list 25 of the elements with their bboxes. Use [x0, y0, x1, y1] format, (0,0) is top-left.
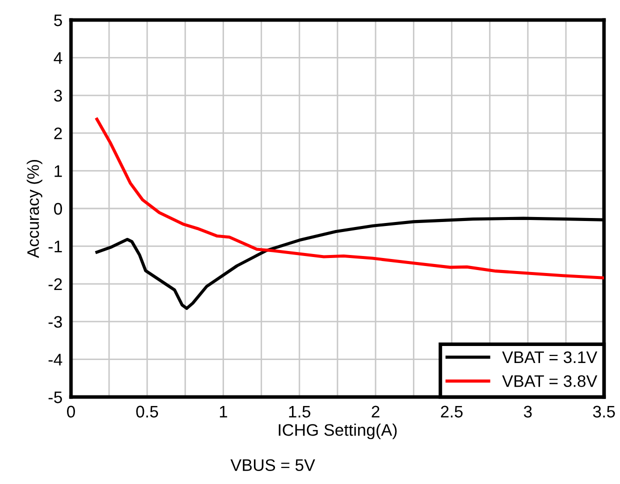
x-tick-label: 3.5 [593, 406, 615, 418]
x-tick-label: 0.5 [136, 406, 158, 418]
y-tick-label: 5 [54, 14, 62, 26]
x-tick-label: 0 [67, 406, 75, 418]
line-series [95, 118, 604, 280]
legend-label: VBAT = 3.8V [502, 375, 598, 388]
y-tick-label: 4 [54, 52, 62, 64]
y-tick-label: -4 [48, 354, 62, 366]
y-axis-title: Accuracy (%) [26, 160, 42, 258]
y-tick-label: -2 [48, 278, 62, 290]
legend-label: VBAT = 3.1V [502, 351, 598, 364]
y-tick-label: 3 [54, 90, 62, 102]
x-tick-label: 1 [220, 406, 228, 418]
y-tick-label: 0 [54, 202, 62, 215]
y-tick-label: -5 [48, 392, 62, 404]
y-tick-label: -3 [48, 316, 62, 328]
text: VBUS = 5V [230, 459, 316, 472]
y-tick-label: -1 [48, 240, 62, 252]
y-tick-label: 1 [54, 165, 62, 177]
y-tick-label: 2 [54, 128, 62, 140]
x-axis-title: ICHG Setting(A) [278, 424, 397, 440]
x-tick-label: 1.5 [289, 406, 310, 418]
x-tick-label: 2.5 [440, 406, 463, 418]
x-tick-label: 2 [372, 406, 380, 418]
x-tick-label: 3 [524, 406, 532, 418]
